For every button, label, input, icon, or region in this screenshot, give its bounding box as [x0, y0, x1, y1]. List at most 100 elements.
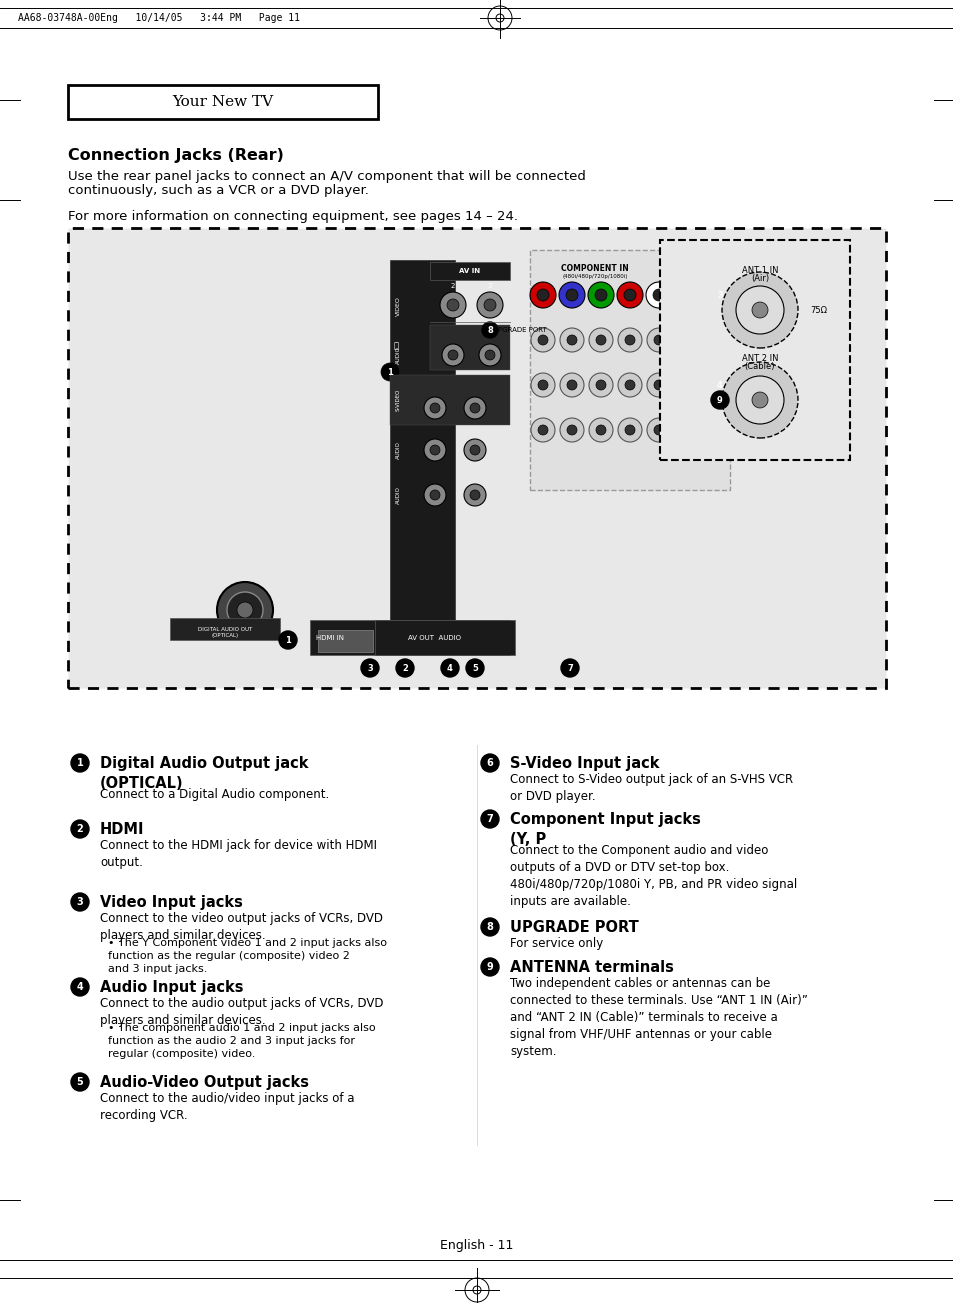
Circle shape — [470, 490, 479, 500]
Circle shape — [710, 285, 728, 304]
Circle shape — [483, 298, 496, 311]
Circle shape — [560, 659, 578, 678]
Text: HDMI: HDMI — [100, 822, 144, 837]
Text: • The component audio 1 and 2 input jacks also
function as the audio 2 and 3 inp: • The component audio 1 and 2 input jack… — [108, 1023, 375, 1059]
Circle shape — [484, 351, 495, 360]
Text: Component Input jacks
(Y, P: Component Input jacks (Y, P — [510, 812, 700, 847]
Circle shape — [71, 1072, 89, 1091]
Text: • The Y Component video 1 and 2 input jacks also
function as the regular (compos: • The Y Component video 1 and 2 input ja… — [108, 938, 387, 975]
Bar — [430, 324, 510, 370]
Text: UPGRADE PORT: UPGRADE PORT — [510, 920, 639, 936]
Text: (480i/480p/720p/1080i): (480i/480p/720p/1080i) — [561, 274, 627, 279]
Circle shape — [654, 425, 663, 435]
Circle shape — [566, 335, 577, 345]
Circle shape — [531, 373, 555, 397]
Text: DIGITAL AUDIO OUT: DIGITAL AUDIO OUT — [197, 627, 252, 632]
Circle shape — [654, 380, 663, 390]
Text: English - 11: English - 11 — [440, 1238, 513, 1251]
Circle shape — [480, 810, 498, 827]
Circle shape — [531, 418, 555, 442]
Text: HDMI IN: HDMI IN — [315, 635, 344, 641]
Circle shape — [559, 328, 583, 352]
Text: Your New TV: Your New TV — [172, 95, 274, 109]
Circle shape — [588, 418, 613, 442]
Text: AUDIO: AUDIO — [395, 486, 400, 504]
Text: (Air): (Air) — [750, 274, 768, 283]
Text: For service only: For service only — [510, 937, 602, 950]
Text: 5: 5 — [76, 1078, 83, 1087]
Circle shape — [380, 364, 398, 380]
Text: 1: 1 — [387, 367, 393, 377]
Circle shape — [710, 391, 728, 409]
Text: 7: 7 — [486, 814, 493, 823]
Text: 3: 3 — [76, 896, 83, 907]
Text: 4: 4 — [717, 380, 722, 390]
Circle shape — [447, 298, 458, 311]
Circle shape — [530, 281, 556, 308]
Circle shape — [710, 377, 728, 394]
Circle shape — [463, 439, 485, 461]
Bar — [310, 620, 510, 655]
Text: 9: 9 — [717, 396, 722, 404]
Text: Connect to a Digital Audio component.: Connect to a Digital Audio component. — [100, 788, 329, 801]
Circle shape — [537, 289, 548, 301]
Circle shape — [423, 483, 446, 506]
Text: Digital Audio Output jack
(OPTICAL): Digital Audio Output jack (OPTICAL) — [100, 756, 308, 791]
Circle shape — [566, 380, 577, 390]
Text: 5: 5 — [472, 663, 477, 672]
Circle shape — [558, 281, 584, 308]
Circle shape — [441, 344, 463, 366]
Circle shape — [721, 362, 797, 438]
Text: 3: 3 — [717, 291, 722, 300]
Circle shape — [481, 322, 497, 337]
Circle shape — [652, 289, 664, 301]
Circle shape — [537, 380, 547, 390]
Circle shape — [646, 373, 670, 397]
Circle shape — [735, 377, 783, 423]
Text: 1: 1 — [76, 758, 83, 767]
Circle shape — [480, 919, 498, 936]
Circle shape — [463, 483, 485, 506]
Circle shape — [588, 328, 613, 352]
Circle shape — [71, 820, 89, 838]
Circle shape — [618, 418, 641, 442]
Circle shape — [227, 592, 263, 628]
Circle shape — [278, 631, 296, 649]
Circle shape — [596, 380, 605, 390]
Circle shape — [463, 397, 485, 420]
Text: 2: 2 — [76, 823, 83, 834]
Text: 75Ω: 75Ω — [809, 305, 826, 314]
Circle shape — [624, 425, 635, 435]
Text: For more information on connecting equipment, see pages 14 – 24.: For more information on connecting equip… — [68, 210, 517, 223]
Circle shape — [465, 659, 483, 678]
Text: Connect to the audio output jacks of VCRs, DVD
players and similar devices.: Connect to the audio output jacks of VCR… — [100, 997, 383, 1027]
FancyBboxPatch shape — [68, 85, 377, 119]
Bar — [390, 375, 510, 425]
Text: Connect to the Component audio and video
outputs of a DVD or DTV set-top box.
48: Connect to the Component audio and video… — [510, 844, 797, 908]
Text: 8: 8 — [486, 923, 493, 932]
Circle shape — [566, 425, 577, 435]
Text: Audio Input jacks: Audio Input jacks — [100, 980, 243, 995]
Bar — [430, 262, 510, 280]
Circle shape — [618, 328, 641, 352]
Circle shape — [430, 403, 439, 413]
Circle shape — [623, 289, 636, 301]
Circle shape — [721, 272, 797, 348]
Text: AV IN: AV IN — [459, 268, 480, 274]
Circle shape — [646, 418, 670, 442]
Circle shape — [531, 328, 555, 352]
Text: Two independent cables or antennas can be
connected to these terminals. Use “ANT: Two independent cables or antennas can b… — [510, 977, 807, 1058]
Circle shape — [423, 397, 446, 420]
Text: 8: 8 — [487, 326, 493, 335]
Circle shape — [559, 373, 583, 397]
Circle shape — [751, 392, 767, 408]
Text: 6: 6 — [486, 758, 493, 767]
Text: ANT 1 IN: ANT 1 IN — [741, 266, 778, 275]
Circle shape — [430, 446, 439, 455]
Circle shape — [596, 425, 605, 435]
Circle shape — [588, 373, 613, 397]
Circle shape — [423, 439, 446, 461]
Text: VIDEO: VIDEO — [395, 296, 400, 315]
Circle shape — [440, 659, 458, 678]
Circle shape — [654, 335, 663, 345]
